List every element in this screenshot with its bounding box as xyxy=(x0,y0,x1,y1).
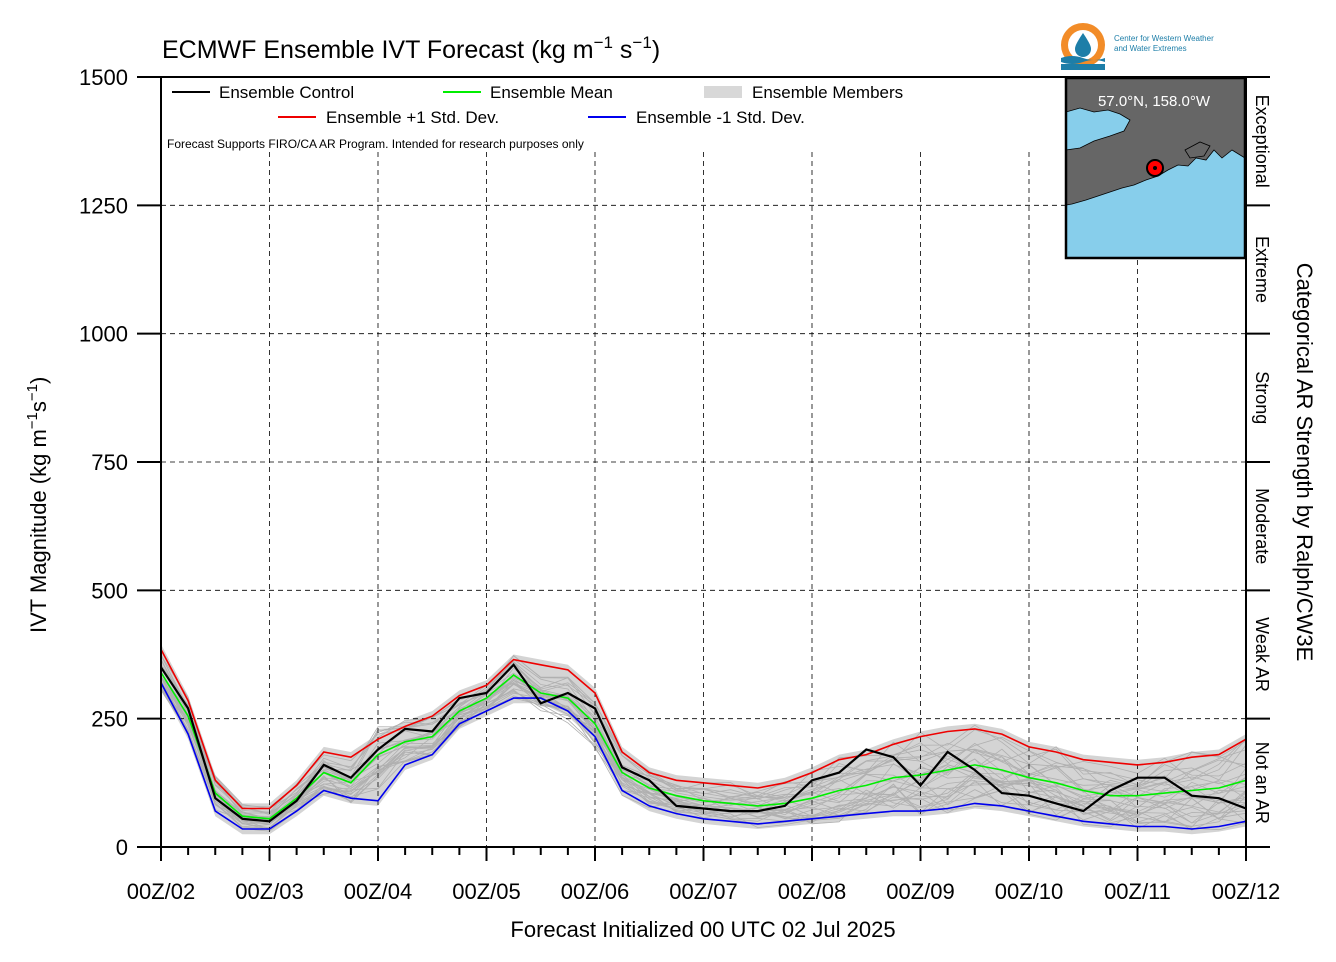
y-tick-label: 1000 xyxy=(79,322,128,347)
legend-label-plus1sd: Ensemble +1 Std. Dev. xyxy=(326,108,499,127)
inset-map-land xyxy=(1065,77,1246,206)
ensemble-member-line xyxy=(160,658,1247,814)
y-tick-label: 250 xyxy=(91,707,128,732)
x-axis-label: Forecast Initialized 00 UTC 02 Jul 2025 xyxy=(510,917,895,942)
x-tick-label: 00Z/04 xyxy=(344,879,413,904)
y-tick-labels: 0 250 500 750 1000 1250 1500 xyxy=(79,65,128,860)
y-tick-label: 500 xyxy=(91,578,128,603)
y-axis-label: IVT Magnitude (kg m−1s−1) xyxy=(24,377,51,633)
right-axis-label: Categorical AR Strength by Ralph/CW3E xyxy=(1292,263,1317,662)
series-line-ensemble-1-std-dev xyxy=(160,649,1247,810)
legend-label-mean: Ensemble Mean xyxy=(490,83,613,102)
drop-icon xyxy=(1075,33,1091,57)
ensemble-member-line xyxy=(160,675,1247,821)
inset-map-location-label: 57.0°N, 158.0°W xyxy=(1098,93,1211,110)
cw3e-logo: Center for Western Weather and Water Ext… xyxy=(1061,23,1214,70)
logo-waves xyxy=(1061,56,1105,64)
disclaimer-note: Forecast Supports FIRO/CA AR Program. In… xyxy=(167,137,584,151)
series-line-ensemble-mean xyxy=(160,672,1247,820)
x-tick-label: 00Z/07 xyxy=(669,879,738,904)
axis-ticks xyxy=(137,76,1270,861)
y-tick-label: 1250 xyxy=(79,193,128,218)
category-labels: Not an AR Weak AR Moderate Strong Extreme Exc… xyxy=(1252,95,1272,824)
series-line-ensemble-1-std-dev xyxy=(160,682,1247,830)
x-tick-label: 00Z/11 xyxy=(1104,879,1171,904)
legend-label-minus1sd: Ensemble -1 Std. Dev. xyxy=(636,108,805,127)
series-line-ensemble-control xyxy=(160,663,1247,823)
x-tick-label: 00Z/09 xyxy=(886,879,955,904)
legend: Ensemble Control Ensemble Mean Ensemble … xyxy=(167,83,903,151)
ensemble-member-line xyxy=(160,676,1247,820)
ensemble-spread-band xyxy=(161,644,1246,835)
chart-title: ECMWF Ensemble IVT Forecast (kg m−1 s−1) xyxy=(162,33,660,64)
inset-map-border xyxy=(1064,76,1247,260)
x-tick-labels: 00Z/02 00Z/03 00Z/04 00Z/05 00Z/06 00Z/07 00Z/… xyxy=(127,879,1281,904)
y-tick-label: 0 xyxy=(116,835,128,860)
category-label: Moderate xyxy=(1252,488,1272,564)
y-tick-label: 750 xyxy=(91,450,128,475)
logo-base xyxy=(1061,64,1105,70)
x-tick-label: 00Z/06 xyxy=(561,879,630,904)
x-tick-label: 00Z/08 xyxy=(778,879,847,904)
legend-swatch-members xyxy=(704,86,742,98)
category-label: Not an AR xyxy=(1252,742,1272,824)
location-marker-center xyxy=(1153,166,1157,170)
legend-label-members: Ensemble Members xyxy=(752,83,903,102)
logo-text-line1: Center for Western Weather xyxy=(1114,34,1214,43)
inset-map: 57.0°N, 158.0°W xyxy=(1064,76,1247,260)
chart-grid xyxy=(161,152,1246,847)
category-label: Extreme xyxy=(1252,236,1272,303)
x-tick-label: 00Z/10 xyxy=(995,879,1064,904)
ensemble-member-line xyxy=(160,680,1247,831)
x-tick-label: 00Z/05 xyxy=(452,879,521,904)
x-tick-label: 00Z/12 xyxy=(1212,879,1281,904)
logo-text-line2: and Water Extremes xyxy=(1114,44,1187,53)
category-label: Exceptional xyxy=(1252,95,1272,188)
category-label: Weak AR xyxy=(1252,617,1272,692)
x-tick-label: 00Z/02 xyxy=(127,879,196,904)
x-tick-label: 00Z/03 xyxy=(235,879,304,904)
inset-map-island xyxy=(1184,141,1211,159)
series-lines xyxy=(160,649,1247,830)
legend-label-control: Ensemble Control xyxy=(219,83,354,102)
y-tick-label: 1500 xyxy=(79,65,128,90)
category-label: Strong xyxy=(1252,371,1272,424)
